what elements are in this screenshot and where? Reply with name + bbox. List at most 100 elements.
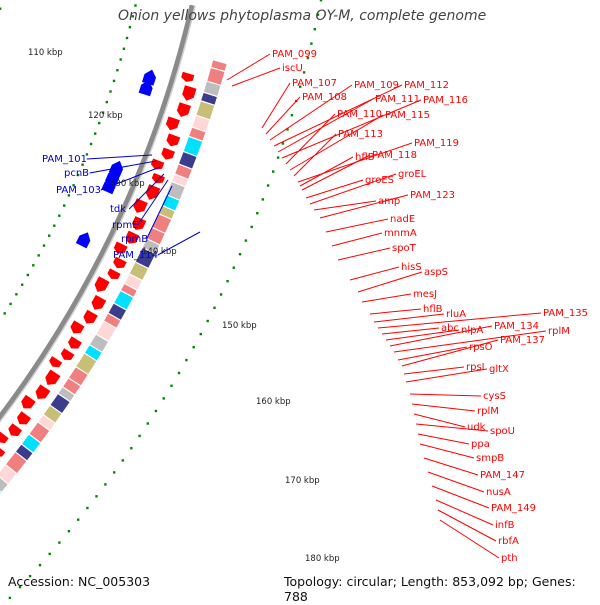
gene-label-rpso: rpsO xyxy=(469,342,493,353)
tick-dots-layer xyxy=(0,0,323,600)
tick-dot xyxy=(177,371,181,375)
gene-label-leader xyxy=(411,403,476,412)
tick-dot xyxy=(63,204,66,207)
gene-label-leader xyxy=(86,154,153,160)
tick-dot xyxy=(122,47,126,50)
gene-label-gltx: gltX xyxy=(489,364,509,375)
gene-label-pam_134: PAM_134 xyxy=(494,321,539,332)
forward-cds-arrow xyxy=(0,431,9,444)
tick-dot xyxy=(266,184,270,187)
forward-cds-arrow xyxy=(181,71,195,82)
tick-dot xyxy=(32,264,35,267)
gene-label-udk: udk xyxy=(467,422,486,433)
tick-dot xyxy=(192,346,195,349)
tick-dot xyxy=(3,312,6,315)
gene-label-leader xyxy=(231,67,281,87)
gene-label-leader xyxy=(137,179,169,226)
tick-dot xyxy=(26,273,29,277)
gene-label-groel: groEL xyxy=(398,169,427,180)
gene-label-nlpa: nlpA xyxy=(461,325,483,336)
forward-cds-arrow xyxy=(8,423,23,437)
gc-block xyxy=(6,452,27,473)
gene-label-amp: amp xyxy=(378,196,400,207)
tick-dot xyxy=(37,254,40,257)
gc-block xyxy=(121,284,137,297)
tick-dot xyxy=(42,244,46,247)
tick-dot xyxy=(109,90,112,93)
tick-dot xyxy=(125,36,129,40)
gene-label-rlua: rluA xyxy=(446,309,466,320)
tick-dot xyxy=(105,100,108,104)
feature-layer xyxy=(0,69,197,457)
gene-label-leader xyxy=(265,96,301,135)
tick-dot xyxy=(276,156,280,159)
gene-label-leader xyxy=(299,156,354,187)
gene-label-leader xyxy=(289,114,384,171)
gc-block xyxy=(85,345,102,361)
tick-dot xyxy=(28,574,32,578)
tick-dot xyxy=(199,332,202,336)
tick-dot xyxy=(130,447,133,450)
gene-label-pam_112: PAM_112 xyxy=(404,80,449,91)
gene-label-leader xyxy=(427,471,485,493)
gc-block xyxy=(158,206,175,219)
gene-label-pam_114: PAM_114 xyxy=(113,250,158,261)
gc-block xyxy=(189,127,206,141)
gene-label-leader xyxy=(415,423,489,432)
gene-label-leader xyxy=(301,154,371,191)
gene-label-leader xyxy=(373,313,445,323)
gene-label-leader xyxy=(423,457,479,476)
tick-dot xyxy=(9,302,12,306)
gene-label-leader xyxy=(403,366,465,375)
gene-label-leader xyxy=(325,218,389,233)
gc-block xyxy=(175,164,192,179)
gene-label-pam_101: PAM_101 xyxy=(42,154,87,165)
gene-label-leader xyxy=(439,519,500,559)
gene-label-leader xyxy=(100,166,161,191)
forward-cds-arrow xyxy=(68,336,82,349)
genome-backbone-highlight xyxy=(0,5,196,423)
gc-block xyxy=(124,274,142,290)
tick-dot xyxy=(67,194,71,197)
forward-cds-arrow xyxy=(107,268,121,279)
tick-dot xyxy=(86,506,89,510)
gc-block xyxy=(114,291,133,310)
gc-block xyxy=(179,152,197,169)
forward-cds-arrow xyxy=(113,241,128,254)
gc-block xyxy=(147,228,165,245)
gene-label-pam_116: PAM_116 xyxy=(423,95,468,106)
gene-label-pth: pth xyxy=(501,553,518,564)
scale-label: 170 kbp xyxy=(285,476,320,486)
gc-block xyxy=(69,367,88,386)
gene-label-leader xyxy=(285,113,336,165)
gene-label-leader xyxy=(319,194,409,219)
gene-label-pam_137: PAM_137 xyxy=(500,335,545,346)
gc-block xyxy=(38,415,55,430)
gc-block xyxy=(43,405,62,423)
tick-dot xyxy=(58,541,61,544)
tick-dot xyxy=(306,56,310,60)
gc-block xyxy=(152,214,171,233)
scale-label: 150 kbp xyxy=(222,321,257,331)
genome-backbone xyxy=(0,4,195,421)
tick-dot xyxy=(134,4,137,7)
tick-dot xyxy=(18,585,22,589)
tick-dot xyxy=(316,13,320,16)
tick-dot xyxy=(310,42,313,45)
forward-cds-arrow xyxy=(83,309,98,324)
gene-label-leader xyxy=(146,185,173,240)
gene-label-leader xyxy=(401,339,499,367)
tick-dot xyxy=(286,128,289,131)
gene-label-rpme: rpmE xyxy=(112,220,139,231)
tick-dot xyxy=(38,563,42,567)
gene-label-pam_113: PAM_113 xyxy=(338,129,383,140)
gene-label-leader xyxy=(397,346,468,361)
tick-dot xyxy=(162,397,165,400)
tick-dot xyxy=(232,266,235,269)
forward-cds-arrow xyxy=(17,411,32,425)
gc-content-layer xyxy=(0,60,227,494)
tick-dot xyxy=(21,283,24,286)
tick-dot xyxy=(256,212,259,215)
tick-dot xyxy=(219,293,223,296)
tick-dot xyxy=(128,26,132,29)
